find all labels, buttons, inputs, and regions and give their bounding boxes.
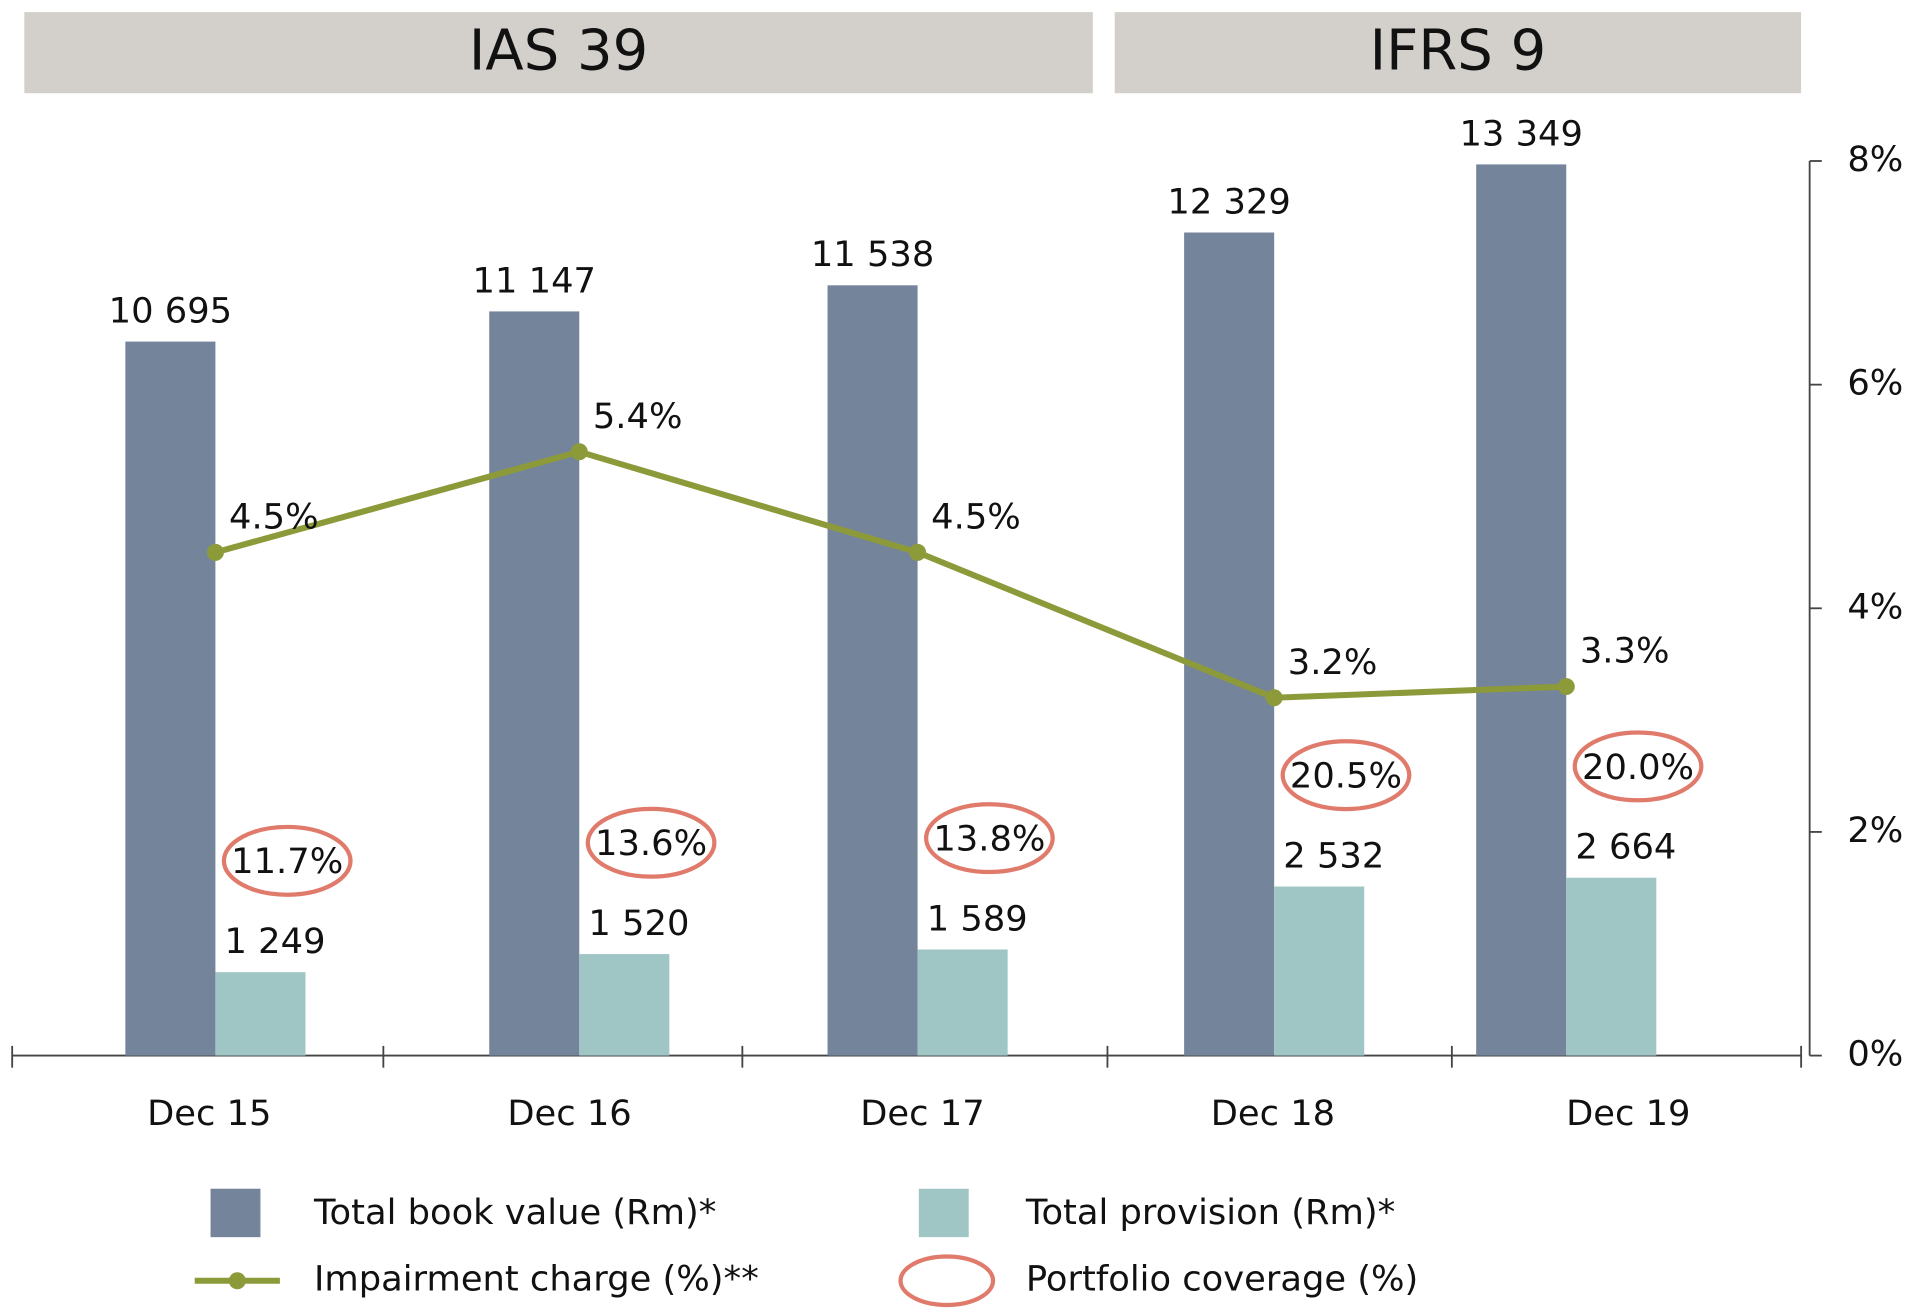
value-label: 4.5% [931, 497, 1021, 538]
value-label: 12 329 [1167, 182, 1290, 223]
y2-tick-label: 2% [1847, 810, 1903, 851]
legend-label: Total provision (Rm)* [1025, 1192, 1395, 1233]
line-point [570, 443, 588, 461]
bar [827, 285, 918, 1056]
legend-swatch [898, 1254, 996, 1308]
legend-label: Impairment charge (%)** [314, 1259, 759, 1300]
x-tick-label: Dec 17 [860, 1093, 984, 1134]
coverage-marker [1280, 739, 1412, 812]
group-header [24, 12, 1093, 94]
group-label: IFRS 9 [1370, 19, 1547, 84]
bar [1566, 877, 1657, 1056]
bar [125, 341, 216, 1056]
y2-tick-label: 8% [1847, 139, 1903, 180]
x-tick-label: Dec 15 [147, 1093, 271, 1134]
value-label: 20.5% [1290, 756, 1402, 797]
bar [579, 954, 670, 1056]
value-label: 5.4% [593, 396, 683, 437]
value-label: 11.7% [231, 841, 343, 882]
coverage-marker [1572, 730, 1704, 803]
value-label: 20.0% [1582, 747, 1694, 788]
legend-swatch [228, 1272, 246, 1290]
line-point [1557, 678, 1575, 696]
value-label: 3.2% [1288, 642, 1378, 683]
value-label: 1 520 [588, 903, 689, 944]
value-label: 10 695 [109, 291, 232, 332]
coverage-marker [221, 824, 353, 897]
group-label: IAS 39 [469, 19, 648, 84]
value-label: 1 249 [225, 921, 326, 962]
value-label: 13.8% [933, 819, 1045, 860]
value-label: 11 538 [811, 234, 934, 275]
bar [1476, 164, 1567, 1056]
value-label: 3.3% [1580, 631, 1670, 672]
group-header [1114, 12, 1802, 94]
x-tick-label: Dec 18 [1211, 1093, 1335, 1134]
value-label: 2 664 [1575, 827, 1676, 868]
value-label: 4.5% [229, 497, 319, 538]
value-label: 13 349 [1459, 113, 1582, 154]
value-label: 2 532 [1283, 836, 1384, 877]
legend-label: Total book value (Rm)* [313, 1192, 716, 1233]
y2-tick-label: 4% [1847, 586, 1903, 627]
legend-swatch [918, 1188, 969, 1238]
legend-swatch [210, 1188, 261, 1238]
bar [215, 972, 306, 1056]
x-tick-label: Dec 19 [1566, 1093, 1690, 1134]
line-point [909, 543, 927, 561]
bar [489, 311, 580, 1056]
line-point [206, 543, 224, 561]
value-label: 1 589 [927, 899, 1028, 940]
coverage-marker [923, 802, 1055, 875]
y2-tick-label: 0% [1847, 1034, 1903, 1075]
line-point [1265, 689, 1283, 707]
y2-tick-label: 6% [1847, 363, 1903, 404]
coverage-marker [585, 806, 717, 879]
bar [1274, 886, 1365, 1056]
value-label: 11 147 [473, 260, 596, 301]
x-tick-label: Dec 16 [507, 1093, 631, 1134]
value-label: 13.6% [595, 823, 707, 864]
legend-label: Portfolio coverage (%) [1026, 1259, 1418, 1300]
bar [917, 949, 1008, 1056]
bar [1184, 232, 1275, 1056]
